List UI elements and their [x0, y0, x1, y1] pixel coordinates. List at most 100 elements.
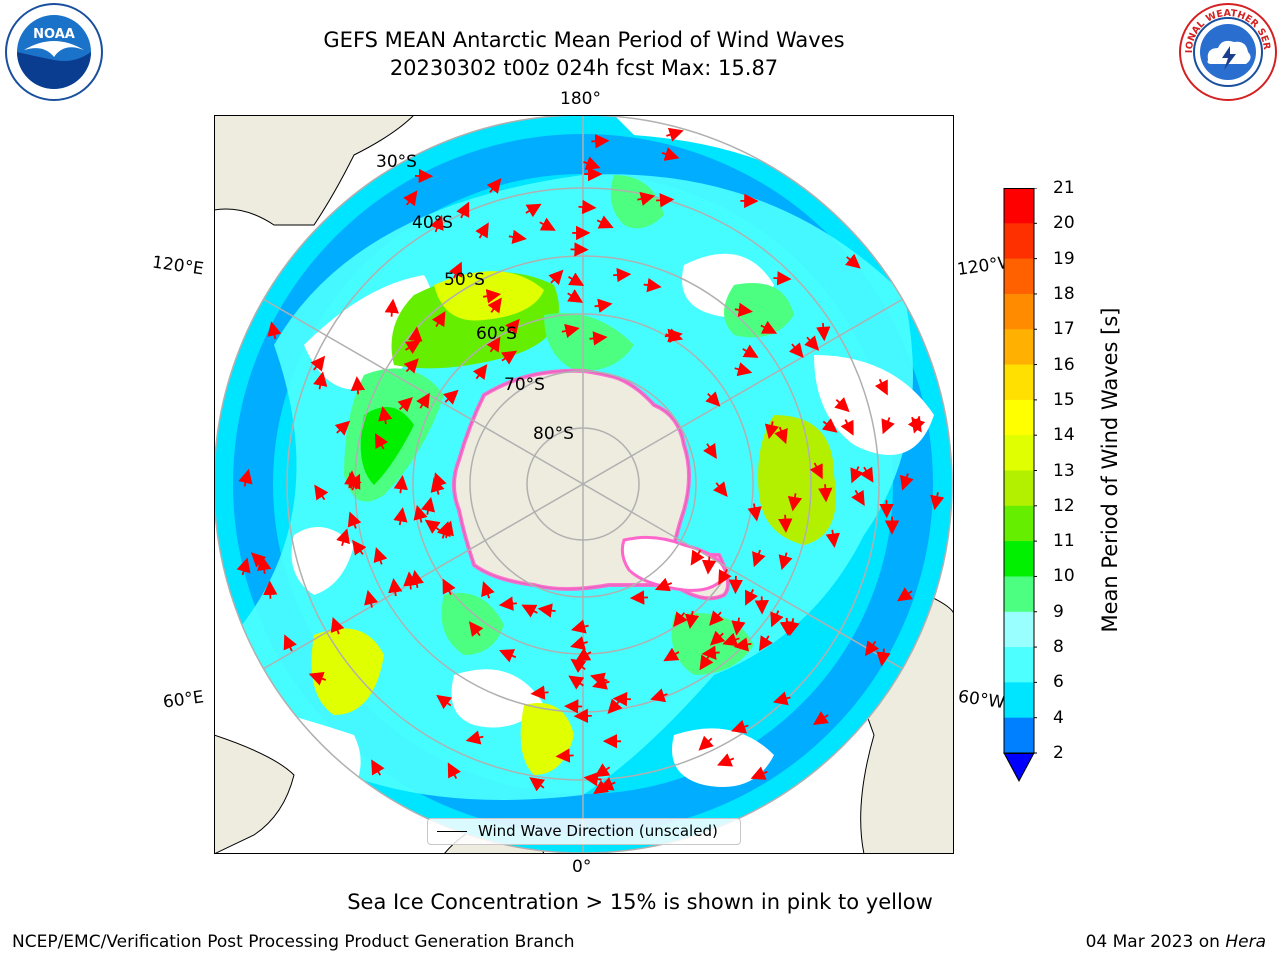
wave-direction-arrow [403, 190, 418, 207]
wave-direction-arrow [701, 645, 720, 660]
lat-label-50s: 50°S [444, 270, 485, 290]
wave-direction-arrow [570, 619, 589, 634]
lat-label-30s: 30°S [376, 152, 417, 172]
wave-direction-arrow [774, 426, 788, 445]
wave-direction-arrow [840, 419, 854, 436]
wave-direction-arrow [745, 589, 758, 606]
wave-direction-arrow [778, 552, 793, 571]
colorbar-tick-label: 11 [1053, 531, 1075, 552]
wave-direction-arrow [308, 671, 327, 686]
wave-direction-arrow [420, 496, 436, 515]
wave-direction-arrow [770, 610, 784, 628]
wave-direction-arrow [388, 578, 403, 597]
wave-direction-arrow [521, 604, 538, 618]
wave-direction-arrow [481, 581, 495, 599]
wave-direction-arrow [930, 492, 945, 511]
colorbar-band [1004, 435, 1034, 471]
lat-label-40s: 40°S [412, 213, 453, 233]
wave-direction-arrow [851, 489, 865, 506]
wave-direction-arrow [352, 539, 367, 556]
wave-direction-arrow [393, 507, 408, 526]
footer-date: 04 Mar 2023 on Hera [1086, 932, 1266, 952]
colorbar-tick-label: 20 [1053, 213, 1075, 234]
wave-direction-arrow [764, 421, 779, 440]
wave-direction-arrow [598, 777, 616, 791]
wave-direction-arrow [709, 610, 724, 626]
wave-direction-arrow [482, 289, 502, 304]
colorbar-tick-label: 8 [1053, 637, 1064, 658]
wave-direction-arrow [334, 420, 351, 436]
colorbar-band [1004, 223, 1034, 260]
wave-direction-arrow [731, 617, 746, 636]
noaa-logo-icon: NOAA [5, 3, 103, 101]
wave-direction-arrow [568, 272, 585, 287]
wave-direction-arrow [486, 336, 501, 353]
australia-land [214, 115, 415, 226]
wave-direction-arrow [684, 610, 700, 630]
wave-direction-arrow [374, 432, 389, 450]
wave-direction-arrow [443, 389, 459, 405]
colorbar-band [1004, 188, 1034, 224]
wave-direction-arrow [809, 462, 823, 480]
wave-direction-arrow [561, 323, 580, 338]
wave-direction-arrow [778, 514, 793, 534]
wave-direction-arrow [734, 302, 753, 317]
wave-direction-arrow [864, 640, 880, 657]
wave-direction-arrow [594, 763, 611, 778]
wave-direction-arrow [589, 331, 608, 346]
wave-direction-arrow [501, 350, 518, 365]
colorbar-tick-label: 15 [1053, 389, 1075, 410]
wave-direction-arrow [650, 688, 668, 703]
wave-direction-arrow [907, 416, 922, 433]
colorbar-tick-label: 16 [1053, 354, 1075, 375]
wave-direction-arrow [825, 529, 840, 548]
wave-direction-arrow [788, 342, 804, 358]
africa-land [214, 734, 295, 854]
wave-direction-arrow [508, 229, 527, 245]
wave-direction-arrow [397, 397, 413, 413]
wave-direction-arrow [336, 528, 350, 547]
wave-direction-arrow [238, 468, 253, 487]
wave-direction-arrow [236, 557, 251, 576]
svg-text:NOAA: NOAA [33, 27, 75, 42]
lon-label-lower-right: 60°W [956, 686, 1007, 714]
wave-direction-arrow [364, 589, 379, 608]
wave-direction-arrow [505, 318, 520, 335]
wave-direction-arrow [430, 477, 445, 495]
wave-direction-arrow [403, 571, 418, 590]
colorbar-tick-label: 4 [1053, 707, 1064, 728]
colorbar [1003, 188, 1037, 783]
colorbar-band [1004, 682, 1034, 719]
footer-date-text: 04 Mar 2023 on [1085, 932, 1226, 952]
colorbar-tick-label: 19 [1053, 248, 1075, 269]
wave-direction-arrow [468, 621, 484, 637]
wave-direction-arrow [442, 578, 456, 596]
wave-direction-arrow [742, 344, 759, 358]
wave-direction-arrow [734, 362, 753, 377]
wave-direction-arrow [529, 777, 546, 792]
wave-direction-arrow [313, 371, 328, 390]
footer-credit: NCEP/EMC/Verification Post Processing Pr… [12, 932, 575, 952]
wave-direction-arrow [804, 335, 820, 351]
wave-direction-arrow [371, 759, 385, 776]
wave-direction-arrow [637, 191, 656, 206]
chart-subtitle: 20230302 t00z 024h fcst Max: 15.87 [389, 56, 779, 80]
wave-direction-arrow [654, 577, 673, 592]
wave-direction-arrow [537, 603, 556, 618]
wave-direction-arrow [403, 358, 419, 374]
wave-direction-arrow [486, 178, 502, 194]
footer-host: Hera [1225, 932, 1266, 952]
wave-direction-arrow [350, 376, 366, 395]
wave-direction-arrow [570, 658, 587, 673]
wave-direction-arrow [530, 685, 549, 700]
lon-label-bottom: 0° [572, 857, 592, 877]
wave-direction-arrow [447, 762, 461, 779]
wave-direction-arrow [250, 552, 267, 568]
wave-direction-arrow [570, 636, 588, 650]
wave-direction-arrow [404, 340, 421, 355]
wave-direction-arrow [705, 391, 721, 407]
colorbar-band [1004, 717, 1034, 754]
wave-direction-arrow [661, 147, 680, 161]
wave-direction-arrow [716, 753, 735, 767]
wave-direction-arrow [475, 222, 489, 239]
